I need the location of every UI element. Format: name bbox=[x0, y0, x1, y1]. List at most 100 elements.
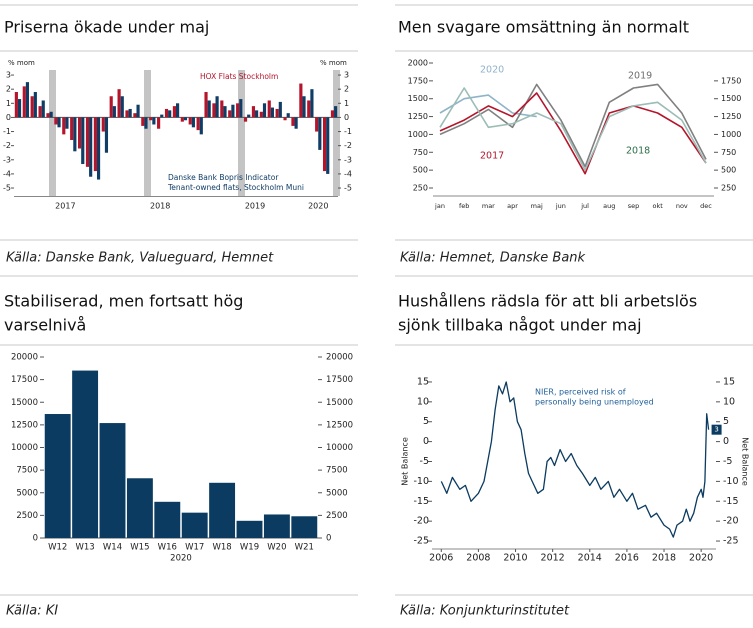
bar bbox=[199, 117, 203, 135]
y2-tick-label: -5 bbox=[723, 456, 732, 467]
y2-tick-label: 500 bbox=[721, 166, 736, 175]
bar bbox=[188, 117, 192, 125]
bar bbox=[263, 514, 290, 538]
series-label: 2017 bbox=[480, 151, 504, 162]
y-tick-label: -2 bbox=[3, 141, 11, 150]
bar bbox=[220, 100, 224, 118]
y-tick-label: 7500 bbox=[16, 466, 38, 476]
x-tick-label: jun bbox=[555, 202, 566, 210]
shading bbox=[49, 70, 340, 196]
bar bbox=[125, 110, 129, 118]
bar bbox=[46, 113, 50, 118]
bar bbox=[126, 478, 153, 538]
bar bbox=[117, 89, 121, 118]
y-tick-label: 1750 bbox=[408, 76, 428, 85]
bar bbox=[41, 100, 45, 118]
bar bbox=[196, 117, 200, 131]
bar bbox=[85, 117, 90, 167]
y-tick-label: 1250 bbox=[408, 112, 428, 121]
legend-note: Tenant-owned flats, Stockholm Muni bbox=[167, 183, 304, 192]
x-label: 2020 bbox=[170, 554, 192, 564]
end-label-box bbox=[711, 424, 722, 435]
y-tick-label: 1000 bbox=[408, 130, 428, 139]
y-tick-label: 12500 bbox=[11, 420, 38, 430]
bar bbox=[299, 83, 303, 118]
bar bbox=[72, 370, 99, 538]
bar bbox=[133, 113, 137, 118]
y-tick-label: 1 bbox=[6, 99, 11, 108]
y2-tick-label: 10000 bbox=[326, 443, 353, 453]
y2-tick-label: -10 bbox=[723, 476, 739, 487]
y-tick-label: 20000 bbox=[11, 353, 38, 363]
bar bbox=[14, 92, 18, 118]
bar bbox=[164, 108, 169, 118]
bar bbox=[283, 117, 287, 121]
y2-tick-label: 1000 bbox=[721, 130, 741, 139]
y2-tick-label: 2500 bbox=[326, 511, 348, 521]
y2-tick-label: -1 bbox=[344, 127, 352, 136]
bar bbox=[267, 100, 271, 118]
x-tick-label: 2010 bbox=[503, 553, 527, 564]
source: Källa: Hemnet, Danske Bank bbox=[400, 251, 586, 266]
bar bbox=[141, 117, 145, 126]
bar bbox=[318, 117, 322, 150]
bar bbox=[215, 96, 219, 118]
bar bbox=[315, 117, 319, 132]
chart-title: Stabiliserad, men fortsatt hög bbox=[4, 292, 243, 311]
bar bbox=[310, 89, 314, 118]
bar bbox=[157, 117, 161, 129]
bar bbox=[294, 117, 298, 129]
annotation: personally being unemployed bbox=[535, 398, 654, 407]
bar bbox=[81, 117, 85, 165]
x-tick-label: mar bbox=[482, 202, 495, 210]
bar bbox=[207, 100, 211, 118]
bar bbox=[78, 117, 82, 149]
bar bbox=[275, 108, 279, 118]
source: Källa: KI bbox=[6, 604, 58, 619]
bar bbox=[212, 103, 216, 118]
bar bbox=[112, 106, 116, 118]
line bbox=[440, 381, 710, 538]
bar bbox=[144, 117, 148, 129]
y-tick-label: -5 bbox=[3, 184, 11, 193]
bar bbox=[243, 117, 248, 122]
y-tick-label: 2 bbox=[6, 85, 11, 94]
y2-tick-label: 7500 bbox=[326, 466, 348, 476]
x-tick-label: jul bbox=[580, 202, 589, 210]
y2-tick-label: -20 bbox=[723, 516, 739, 527]
bar bbox=[322, 117, 327, 172]
bar bbox=[239, 99, 243, 118]
x-tick-label: W15 bbox=[130, 543, 149, 553]
x-tick-label: 2019 bbox=[245, 202, 265, 211]
bar bbox=[191, 117, 195, 128]
shade-band bbox=[144, 70, 151, 196]
series-label: 2020 bbox=[480, 65, 504, 76]
y2-tick-label: -4 bbox=[344, 169, 352, 178]
bar bbox=[278, 101, 282, 118]
bar bbox=[30, 96, 34, 118]
bar bbox=[270, 107, 274, 118]
x-tick-label: W12 bbox=[48, 543, 67, 553]
bar bbox=[22, 86, 26, 118]
x-tick-label: W14 bbox=[103, 543, 122, 553]
series-label: 2019 bbox=[628, 71, 652, 82]
bar bbox=[180, 117, 184, 122]
x-tick-label: feb bbox=[459, 202, 469, 210]
y-tick-label: 2000 bbox=[408, 59, 428, 68]
y-tick-label: 17500 bbox=[11, 375, 38, 385]
bar bbox=[302, 96, 306, 118]
chart-title: Hushållens rädsla för att bli arbetslös bbox=[398, 292, 697, 311]
x-tick-label: 2018 bbox=[652, 553, 676, 564]
bar bbox=[152, 117, 156, 125]
x-tick-label: W13 bbox=[75, 543, 94, 553]
series-label: 2018 bbox=[626, 146, 650, 157]
y-tick-label: 0 bbox=[423, 436, 429, 447]
separators bbox=[0, 4, 753, 596]
bar bbox=[236, 103, 240, 118]
y2-tick-label: -5 bbox=[344, 184, 352, 193]
y-tick-label: -4 bbox=[3, 169, 11, 178]
bar bbox=[168, 110, 172, 118]
bar bbox=[65, 117, 69, 129]
y-tick-label: 2500 bbox=[16, 511, 38, 521]
y2-tick-label: 0 bbox=[723, 436, 729, 447]
